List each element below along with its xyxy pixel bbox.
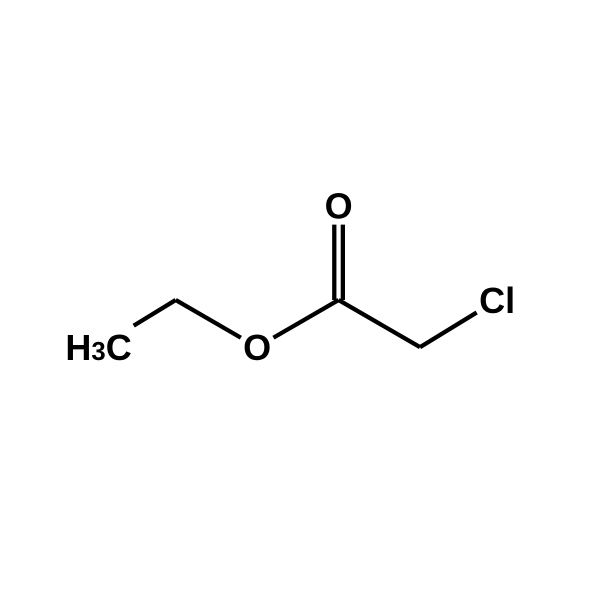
bond [134,300,176,326]
atom-label-O3: O [243,327,271,368]
bond [176,300,241,338]
bond [420,313,477,348]
chemical-structure: H3C O O Cl [0,0,600,600]
atom-label-C1: H3C [65,327,131,368]
bond [339,300,420,347]
bond [273,300,338,338]
atom-label-O5: O [325,185,353,226]
atom-label-Cl7: Cl [479,279,515,320]
